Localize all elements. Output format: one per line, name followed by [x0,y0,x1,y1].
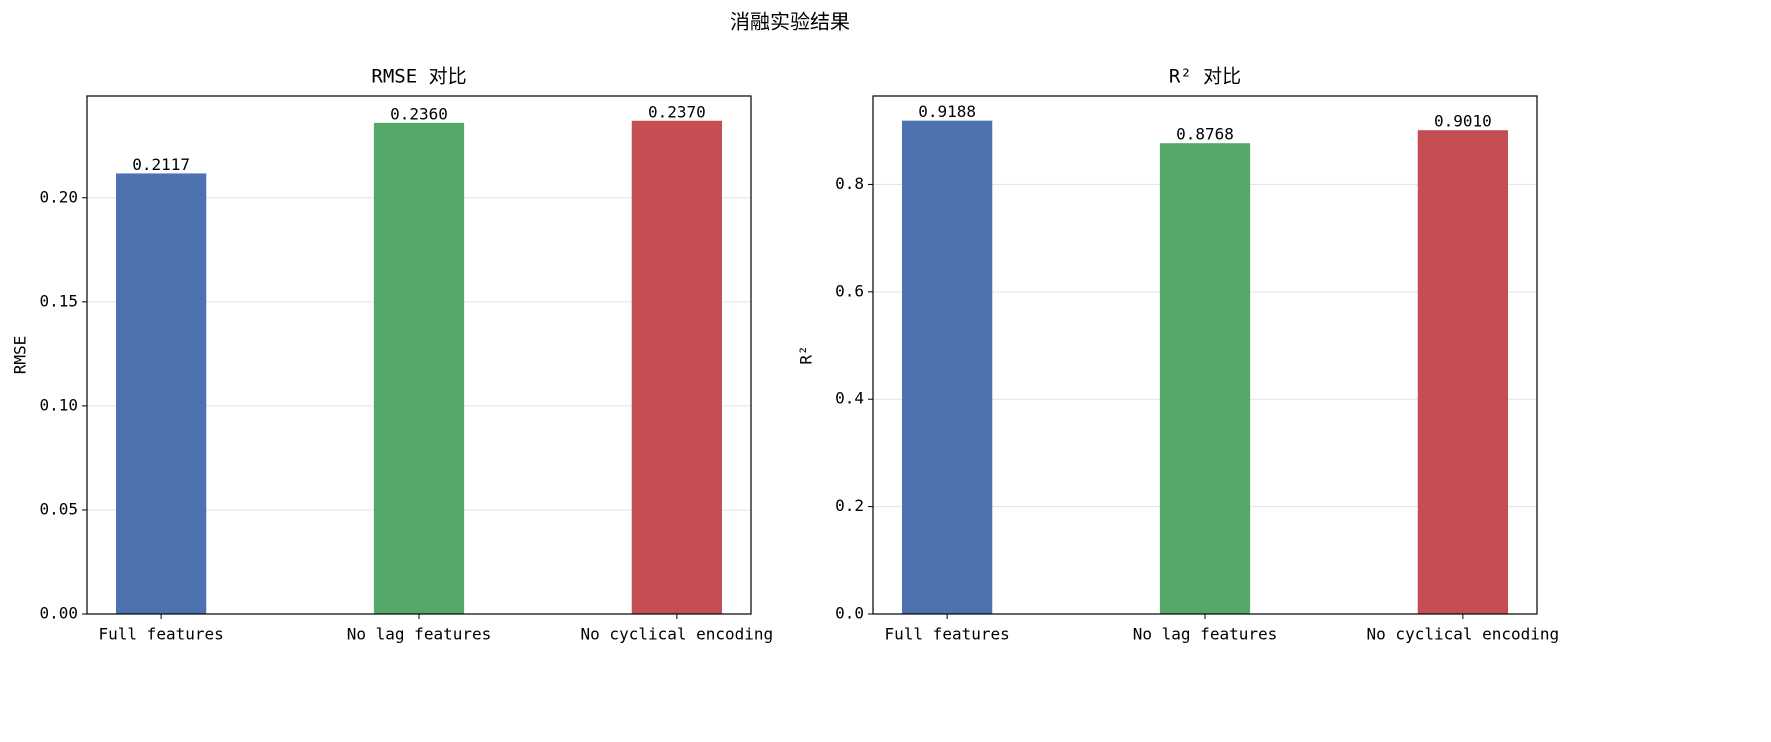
bar [373,122,465,614]
y-axis-label: R² [797,345,816,364]
y-tick-label: 0.20 [39,187,78,206]
y-axis-label: RMSE [11,336,30,375]
y-tick-label: 0.05 [39,499,78,518]
bar [1417,130,1508,615]
value-label: 0.9188 [918,102,976,121]
x-tick-label: No lag features [347,625,492,644]
y-tick-label: 0.0 [835,604,864,623]
figure-title: 消融实验结果 [730,10,850,34]
y-tick-label: 0.8 [835,174,864,193]
y-tick-label: 0.6 [835,281,864,300]
x-tick-label: No lag features [1133,625,1278,644]
bar [902,120,993,614]
y-tick-label: 0.10 [39,395,78,414]
axes-frame [86,95,752,615]
y-tick-label: 0.2 [835,496,864,515]
y-tick-label: 0.15 [39,291,78,310]
bar [116,173,207,614]
x-tick-label: Full features [885,625,1010,644]
subplot-title: R² 对比 [1169,66,1241,88]
x-tick-label: Full features [99,625,224,644]
bar [1159,143,1251,614]
value-label: 0.2370 [648,102,706,121]
subplot-title: RMSE 对比 [371,66,466,88]
y-tick-label: 0.4 [835,389,864,408]
value-label: 0.8768 [1176,125,1234,144]
axes-frame [872,95,1538,615]
x-tick-label: No cyclical encoding [581,625,774,644]
value-label: 0.2360 [390,104,448,123]
y-tick-label: 0.00 [39,604,78,623]
x-tick-label: No cyclical encoding [1367,625,1560,644]
bar [631,120,722,614]
value-label: 0.9010 [1434,112,1492,131]
value-label: 0.2117 [132,155,190,174]
